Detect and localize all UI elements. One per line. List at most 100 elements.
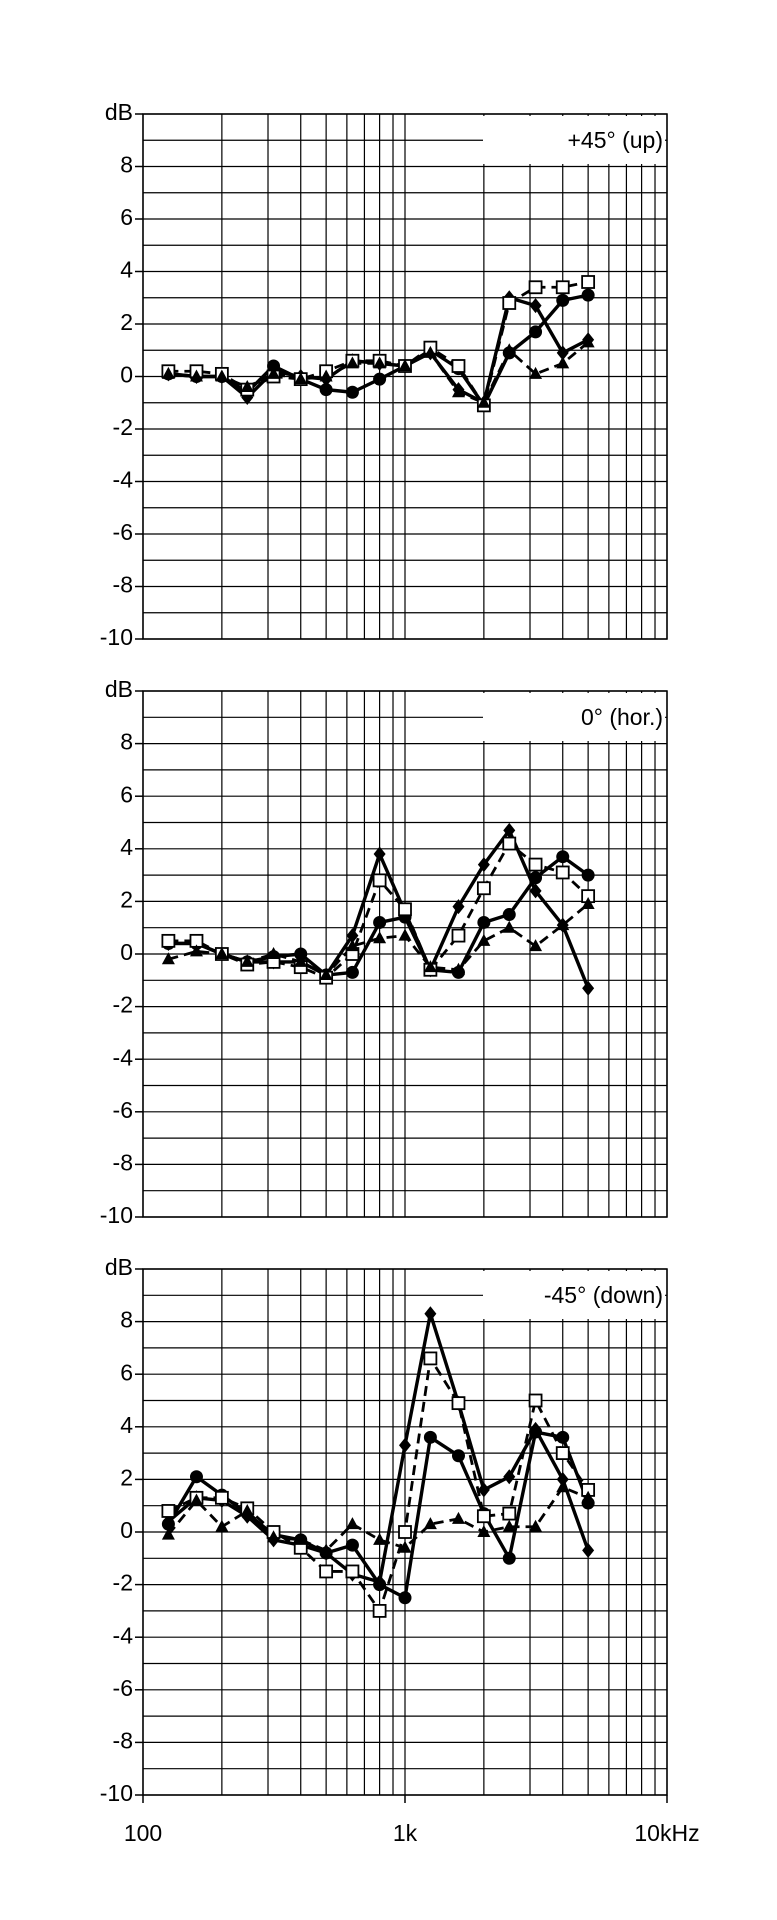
marker-circle (477, 915, 491, 929)
marker-circle (556, 293, 570, 307)
marker-triangle (267, 366, 281, 379)
marker-diamond (503, 822, 516, 838)
marker-triangle (423, 1517, 437, 1530)
marker-triangle (345, 1517, 359, 1530)
y-tick-label: -2 (113, 992, 133, 1018)
marker-square (451, 359, 466, 373)
marker-square (502, 1506, 517, 1521)
marker-circle (529, 325, 543, 339)
marker-triangle (529, 939, 543, 952)
marker-square (581, 275, 596, 289)
y-tick-label: -8 (113, 1149, 133, 1175)
marker-circle (373, 372, 387, 386)
marker-diamond (477, 857, 490, 873)
marker-square (502, 296, 517, 310)
marker-triangle (267, 1530, 281, 1543)
marker-triangle (319, 369, 333, 382)
marker-triangle (161, 952, 175, 965)
marker-triangle (451, 385, 465, 398)
y-tick-label: 4 (120, 257, 133, 283)
y-tick-label: -10 (100, 624, 133, 650)
x-tick-label: 100 (124, 1820, 162, 1846)
marker-circle (294, 947, 308, 961)
y-tick-label: -10 (100, 1780, 133, 1806)
y-tick-label: 6 (120, 781, 133, 807)
marker-triangle (502, 343, 516, 356)
y-tick-label: -8 (113, 1727, 133, 1753)
y-tick-label: -2 (113, 414, 133, 440)
marker-triangle (423, 345, 437, 358)
y-tick-label: 2 (120, 1464, 133, 1490)
marker-square (476, 1509, 491, 1524)
marker-square (502, 836, 517, 851)
marker-triangle (477, 1525, 491, 1537)
y-tick-label: dB (105, 1254, 133, 1280)
marker-square (476, 881, 491, 896)
y-tick-label: -10 (100, 1202, 133, 1228)
y-tick-label: 6 (120, 1359, 133, 1385)
marker-triangle (319, 968, 333, 981)
series-line (168, 341, 590, 405)
marker-circle (423, 1430, 437, 1444)
marker-triangle (240, 1503, 254, 1516)
marker-triangle (294, 372, 308, 385)
marker-square (398, 1525, 412, 1539)
marker-circle (398, 1591, 412, 1605)
marker-triangle (398, 1540, 412, 1553)
annotation: +45° (up) (567, 127, 663, 153)
y-tick-label: -4 (113, 467, 134, 493)
marker-triangle (294, 1532, 308, 1545)
marker-circle (451, 1449, 465, 1463)
marker-triangle (189, 1493, 203, 1506)
y-tick-label: -4 (113, 1044, 134, 1070)
marker-triangle (345, 939, 359, 952)
marker-circle (556, 850, 570, 864)
marker-triangle (189, 369, 203, 382)
marker-triangle (240, 380, 254, 392)
marker-diamond (529, 298, 542, 314)
y-tick-label: -4 (113, 1622, 134, 1648)
marker-diamond (556, 1471, 569, 1487)
y-tick-label: -8 (113, 572, 133, 598)
marker-diamond (346, 928, 359, 944)
y-tick-label: 4 (120, 1412, 133, 1438)
marker-circle (345, 1538, 359, 1552)
marker-diamond (503, 1469, 516, 1485)
marker-square (161, 933, 176, 948)
marker-square (555, 280, 570, 295)
y-tick-label: -6 (113, 1675, 133, 1701)
marker-square (528, 1393, 543, 1408)
marker-triangle (240, 954, 254, 967)
marker-circle (581, 868, 595, 882)
marker-triangle (373, 1532, 387, 1545)
marker-circle (345, 965, 359, 979)
series-line (167, 1485, 589, 1552)
marker-square (528, 857, 543, 872)
marker-square (319, 1564, 334, 1579)
marker-square (555, 865, 570, 880)
x-tick-label: 1k (393, 1820, 418, 1846)
annotation: -45° (down) (544, 1282, 663, 1308)
annotation-box (483, 116, 665, 164)
marker-square (214, 1490, 229, 1505)
marker-diamond (399, 1437, 411, 1453)
marker-triangle (215, 369, 229, 382)
marker-triangle (267, 947, 281, 959)
marker-triangle (451, 1511, 465, 1524)
marker-diamond (373, 1574, 386, 1590)
y-tick-label: 0 (120, 1517, 133, 1543)
marker-circle (502, 1551, 516, 1565)
y-tick-label: -6 (113, 1097, 133, 1123)
marker-triangle (451, 962, 465, 975)
marker-triangle (581, 1490, 595, 1503)
marker-diamond (529, 1421, 542, 1437)
marker-circle (319, 383, 333, 397)
marker-diamond (477, 1482, 490, 1498)
marker-square (345, 1564, 360, 1579)
marker-triangle (556, 918, 570, 931)
y-tick-label: 8 (120, 729, 133, 755)
series-line (168, 280, 589, 407)
marker-triangle (477, 395, 491, 408)
